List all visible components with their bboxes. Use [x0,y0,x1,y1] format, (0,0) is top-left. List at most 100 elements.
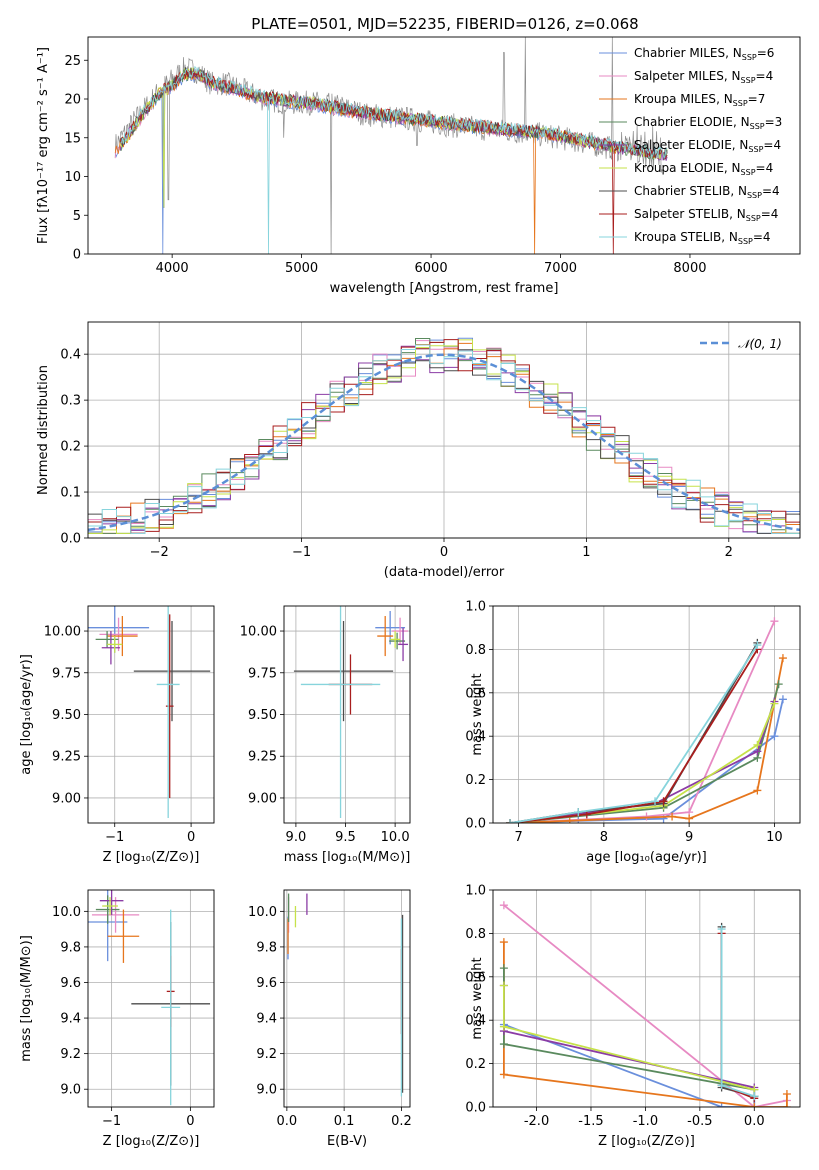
legend-nssp: 4 [772,184,780,198]
x-tick-label: 5000 [285,261,318,276]
legend-nssp: 4 [766,161,774,175]
legend-separator: , N [732,138,749,152]
weight-series-line [503,904,788,1107]
legend-separator: , N [730,184,747,198]
legend-nssp: 6 [767,46,775,60]
legend-series-name: Kroupa MILES [634,92,716,106]
legend-label: Chabrier MILES, NSSP=6 [634,46,774,62]
x-tick-label: 6000 [415,261,448,276]
weight-point-marker [499,901,508,910]
legend-subscript: SSP [741,76,756,85]
weight-point-marker [499,938,508,947]
y-tick-label: 9.6 [256,976,277,991]
legend-nssp: 4 [773,138,781,152]
x-tick-label: 0.0 [744,1114,765,1129]
x-tick-label: -1.0 [633,1114,658,1129]
plot-area-age_vs_Z [88,606,211,818]
legend-subscript: SSP [742,53,757,62]
panel-weight_vs_age: 7 8 9 10 0.0 0.2 0.4 0.6 0.8 1.0 age [log₁₀(age/yr… [465,600,801,865]
y-tick-label: 0.3 [60,394,81,409]
y-tick-label: 0.8 [465,643,486,658]
panel-mass_vs_ebv: 0.0 0.1 0.2 9.0 9.2 9.4 9.6 9.8 10.0 E(B-V) [248,889,412,1149]
y-axis-label: mass weight [470,957,485,1039]
histogram-step [88,339,800,534]
weight-point-marker [778,695,787,704]
x-tick-label: −2 [150,545,169,560]
legend-equals: = [753,230,763,244]
x-axis-label: mass [log₁₀(M/M⊙)] [284,850,411,865]
x-tick-label: 8 [600,830,608,845]
y-tick-label: 10.00 [240,625,277,640]
legend-equals: = [765,115,775,129]
x-tick-label: 9.0 [286,830,307,845]
weight-point-marker [565,816,574,823]
weight-point-marker [753,641,762,650]
weight-point-marker [499,1040,508,1049]
weight-series-line [509,648,759,823]
y-tick-label: 9.25 [52,750,81,765]
y-tick-label: 10.0 [248,905,277,920]
y-tick-label: 0.2 [465,1057,486,1072]
x-tick-label: 8000 [673,261,706,276]
legend-separator: , N [729,207,746,221]
plot-area-age_vs_mass [293,606,409,818]
plot-area-weight_vs_Z [499,901,791,1107]
weight-point-marker [506,819,515,823]
weight-point-marker [774,680,783,689]
axes-frame [87,605,215,824]
legend-nssp: 4 [771,207,779,221]
legend-separator: , N [725,46,742,60]
model-spectrum-line [120,65,668,254]
weight-point-marker [753,740,762,749]
y-tick-label: 10.00 [44,625,81,640]
y-tick-label: 0.6 [465,970,486,985]
x-axis-label: E(B-V) [327,1134,367,1149]
weight-point-marker [642,812,651,821]
y-tick-label: 1.0 [465,600,486,615]
plots-layer: 4000 5000 6000 7000 80000510152025wavelength… [19,36,801,1149]
x-tick-label: 10.0 [381,830,410,845]
legend-separator: , N [724,161,741,175]
axes-frame [87,36,801,255]
x-tick-label: 7 [514,830,522,845]
y-tick-label: 5 [73,209,81,224]
y-tick-label: 0.4 [465,1014,486,1029]
weight-point-marker [685,814,694,823]
y-tick-label: 0.8 [465,927,486,942]
legend-nssp: 7 [758,92,766,106]
legend-separator: , N [716,92,733,106]
weight-point-marker [770,699,779,708]
normal-distribution-curve [88,353,800,532]
weight-point-marker [717,1103,726,1107]
axes-frame [283,889,411,1108]
legend-separator: , N [724,69,741,83]
legend-label: Chabrier STELIB, NSSP=4 [634,184,780,200]
plot-area-spectrum [114,37,668,254]
legend-equals: = [756,69,766,83]
x-tick-label: 0 [186,1114,194,1129]
y-tick-label: 9.0 [60,1083,81,1098]
y-tick-label: 20 [64,93,81,108]
legend-subscript: SSP [748,145,763,154]
panel-age_vs_Z: −1 0 9.00 9.25 9.50 9.75 10.00 Z [log₁₀(Z/Z⊙)] a… [19,605,215,865]
x-axis-label: Z [log₁₀(Z/Z⊙)] [103,850,200,865]
y-tick-label: 9.2 [256,1047,277,1062]
weight-point-marker [659,797,668,806]
x-axis-label: age [log₁₀(age/yr)] [586,850,707,865]
weight-point-marker [499,1070,508,1079]
x-tick-label: 9.5 [335,830,356,845]
panel-spectrum: 4000 5000 6000 7000 8000 0 5 10 15 20 25 wavelength… [36,36,801,296]
y-tick-label: 0.0 [465,1101,486,1116]
weight-point-marker [574,808,583,817]
legend-label: 𝒩(0, 1) [738,337,782,351]
legend-series-name: Salpeter MILES [634,69,724,83]
legend-subscript: SSP [733,99,748,108]
legend-series-name: Salpeter STELIB [634,207,729,221]
plot-area-mass_vs_Z [88,890,211,1106]
x-tick-label: −1 [105,830,124,845]
legend-series-name: Chabrier STELIB [634,184,730,198]
legend-label: Kroupa ELODIE, NSSP=4 [634,161,773,177]
x-tick-label: −1 [292,545,311,560]
legend-equals: = [761,207,771,221]
